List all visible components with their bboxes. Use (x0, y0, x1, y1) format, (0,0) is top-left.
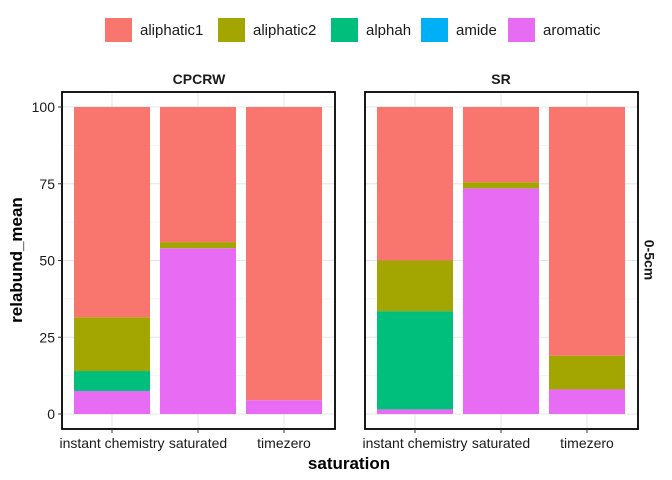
bar-stack-saturated (160, 107, 236, 414)
bar-segment-aliphatic1 (246, 107, 322, 401)
bar-stack-timezero (246, 107, 322, 414)
bar-segment-aromatic (74, 390, 150, 414)
x-tick-label: timezero (257, 435, 311, 451)
bar-segment-aliphatic2 (74, 317, 150, 372)
y-tick-label: 50 (39, 253, 55, 269)
bar-segment-alphah (74, 371, 150, 391)
y-tick-label: 100 (32, 99, 56, 115)
bar-segment-aromatic (377, 409, 453, 414)
bar-segment-aliphatic2 (463, 182, 539, 189)
legend-swatch-aromatic (508, 18, 535, 42)
bar-stack-instant-chemistry (377, 107, 453, 414)
x-tick-label: instant chemistry (59, 435, 164, 451)
y-axis: 0 25 50 75 100 (32, 99, 62, 422)
x-axis-title: saturation (308, 454, 390, 473)
x-tick-label: saturated (472, 435, 530, 451)
bar-stack-timezero (549, 107, 625, 414)
legend-swatch-aliphatic1 (105, 18, 132, 42)
bar-segment-aromatic (463, 188, 539, 414)
x-tick-label: timezero (560, 435, 614, 451)
legend: aliphatic1 aliphatic2 alphah amide aromatic (105, 18, 601, 42)
bar-segment-alphah (377, 311, 453, 410)
y-tick-label: 0 (47, 406, 55, 422)
legend-item-alphah: alphah (331, 18, 411, 42)
bar-segment-aliphatic2 (160, 242, 236, 249)
y-tick-label: 25 (39, 329, 55, 345)
x-tick-label: instant chemistry (362, 435, 467, 451)
bar-segment-aromatic (160, 248, 236, 414)
bar-stack-saturated (463, 107, 539, 414)
legend-label-aromatic: aromatic (543, 22, 601, 39)
bar-segment-aliphatic1 (74, 107, 150, 318)
legend-swatch-aliphatic2 (218, 18, 245, 42)
bar-segment-aliphatic1 (463, 107, 539, 183)
legend-item-aromatic: aromatic (508, 18, 601, 42)
legend-label-aliphatic1: aliphatic1 (140, 22, 203, 39)
bar-segment-aromatic (549, 389, 625, 414)
legend-label-amide: amide (456, 22, 497, 39)
legend-label-alphah: alphah (366, 22, 411, 39)
bar-segment-aliphatic1 (549, 107, 625, 356)
legend-label-aliphatic2: aliphatic2 (253, 22, 316, 39)
bar-stack-instant-chemistry (74, 107, 150, 414)
y-axis-title: relabund_mean (7, 197, 26, 323)
bar-segment-aliphatic2 (549, 355, 625, 390)
facet-title-cpcrw: CPCRW (173, 71, 226, 87)
facet-title-sr: SR (491, 71, 510, 87)
bar-segment-aliphatic1 (377, 107, 453, 261)
y-tick-label: 75 (39, 176, 55, 192)
legend-item-aliphatic1: aliphatic1 (105, 18, 203, 42)
x-tick-label: saturated (169, 435, 227, 451)
row-facet-label: 0-5cm (641, 240, 657, 280)
facet-panel-sr: SR instant chemistry saturated timezero (362, 71, 639, 451)
legend-swatch-amide (421, 18, 448, 42)
legend-item-aliphatic2: aliphatic2 (218, 18, 316, 42)
bar-segment-aliphatic2 (377, 260, 453, 312)
bar-segment-aliphatic1 (160, 107, 236, 243)
bar-segment-aromatic (246, 400, 322, 414)
legend-swatch-alphah (331, 18, 358, 42)
legend-item-amide: amide (421, 18, 497, 42)
facet-panel-cpcrw: CPCRW instant chemistry saturated timezero (59, 71, 336, 451)
